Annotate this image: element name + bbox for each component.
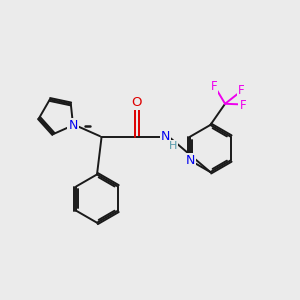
Text: F: F [239,99,246,112]
Text: F: F [238,84,244,97]
Text: O: O [131,96,142,110]
Text: N: N [160,130,170,143]
Text: N: N [185,154,195,167]
Text: N: N [68,119,78,132]
Text: F: F [211,80,217,93]
Text: H: H [169,141,178,151]
